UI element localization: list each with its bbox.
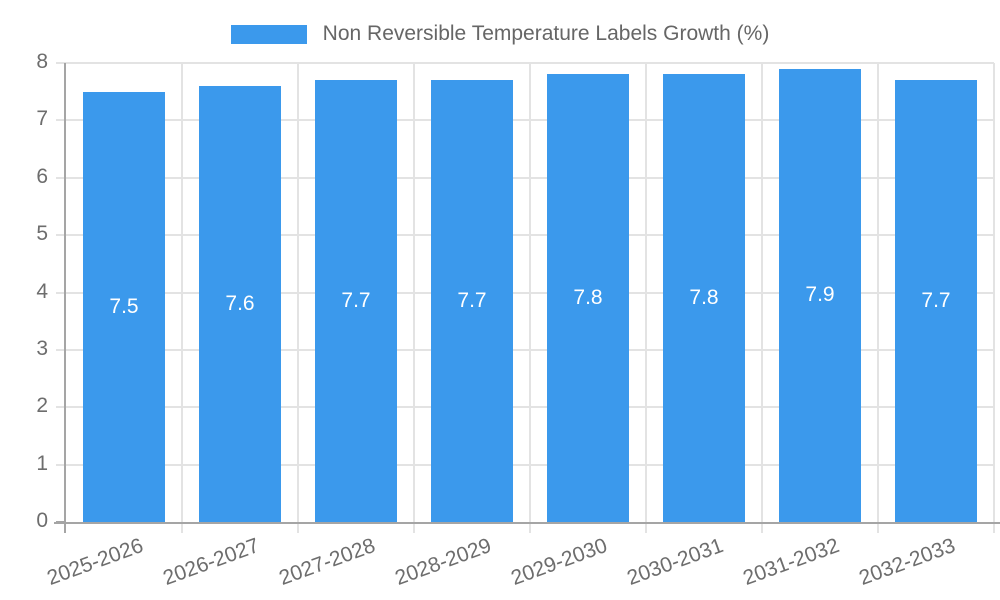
- bar-value-label: 7.9: [805, 283, 835, 307]
- x-axis-tick-label: 2025-2026: [43, 534, 146, 590]
- x-axis-tick-label: 2027-2028: [275, 534, 378, 590]
- y-axis-tick-label: 8: [36, 50, 48, 73]
- bar[interactable]: [547, 74, 629, 522]
- y-axis-tick-label: 5: [36, 222, 48, 246]
- y-axis-tick: [56, 234, 66, 237]
- y-axis-tick-label: 6: [36, 164, 48, 188]
- y-axis-tick: [56, 291, 66, 294]
- x-axis-tick-label: 2029-2030: [507, 534, 610, 590]
- bar[interactable]: [83, 91, 165, 522]
- bar[interactable]: [315, 80, 397, 522]
- legend-label: Non Reversible Temperature Labels Growth…: [322, 22, 770, 45]
- y-axis-tick-label: 1: [36, 451, 48, 475]
- x-axis-tick: [413, 524, 415, 533]
- y-axis-tick: [56, 463, 66, 466]
- gridline-vertical: [413, 63, 415, 522]
- y-axis-tick-label: 4: [36, 279, 48, 303]
- bar-value-label: 7.7: [457, 289, 487, 313]
- bar-value-label: 7.7: [921, 289, 951, 313]
- y-axis-line: [64, 63, 66, 533]
- y-axis-tick-label: 0: [36, 509, 48, 532]
- x-axis-line: [54, 522, 1000, 524]
- gridline-vertical: [645, 63, 647, 522]
- y-axis-tick-label: 2: [36, 394, 48, 418]
- gridline-vertical: [761, 63, 763, 522]
- x-axis-tick-label: 2031-2032: [739, 534, 842, 590]
- bar[interactable]: [779, 68, 861, 522]
- bar-value-label: 7.7: [341, 289, 371, 313]
- bar-value-label: 7.5: [109, 294, 139, 318]
- legend[interactable]: Non Reversible Temperature Labels Growth…: [0, 20, 1000, 48]
- x-axis-tick: [645, 524, 647, 533]
- gridline-vertical: [993, 63, 995, 522]
- y-axis-tick: [56, 119, 66, 122]
- y-axis-tick: [56, 348, 66, 351]
- bar-value-label: 7.8: [573, 286, 603, 310]
- bar[interactable]: [895, 80, 977, 522]
- gridline-vertical: [181, 63, 183, 522]
- legend-swatch: [230, 24, 307, 44]
- x-axis-tick: [761, 524, 763, 533]
- y-axis-tick: [56, 176, 66, 179]
- y-axis-tick: [56, 406, 66, 409]
- bar[interactable]: [663, 74, 745, 522]
- y-axis-tick: [56, 62, 66, 64]
- x-axis-tick: [993, 524, 995, 533]
- x-axis-tick-label: 2030-2031: [623, 534, 726, 590]
- x-axis-tick-label: 2028-2029: [391, 534, 494, 590]
- y-axis-tick-label: 3: [36, 336, 48, 360]
- bar-value-label: 7.6: [225, 291, 255, 315]
- gridline-vertical: [529, 63, 531, 522]
- x-axis-tick-label: 2032-2033: [855, 534, 958, 590]
- y-axis-tick-label: 7: [36, 107, 48, 131]
- x-axis-tick: [181, 524, 183, 533]
- x-axis-tick: [529, 524, 531, 533]
- x-axis-tick: [877, 524, 879, 533]
- x-axis-tick-label: 2026-2027: [159, 534, 262, 590]
- gridline-vertical: [297, 63, 299, 522]
- bar[interactable]: [431, 80, 513, 522]
- x-axis-tick: [297, 524, 299, 533]
- bar[interactable]: [199, 85, 281, 522]
- bar-value-label: 7.8: [689, 286, 719, 310]
- gridline-vertical: [877, 63, 879, 522]
